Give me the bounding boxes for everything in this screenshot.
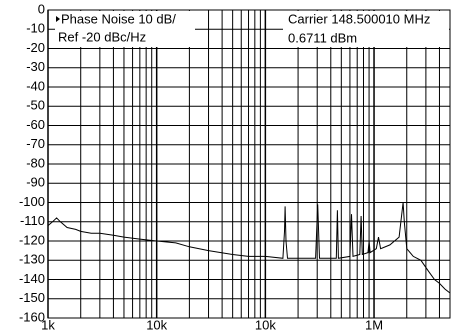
y-tick-label: -90 — [26, 175, 45, 190]
plot-frame — [47, 9, 451, 319]
x-tick-label: 1k — [41, 317, 55, 331]
y-tick-label: -100 — [19, 194, 45, 209]
y-tick-label: -60 — [26, 117, 45, 132]
y-tick-label: -110 — [20, 213, 45, 228]
y-tick-label: -140 — [19, 271, 45, 286]
y-tick-label: -160 — [19, 309, 45, 324]
y-tick-label: -80 — [26, 155, 45, 170]
y-tick-label: -20 — [26, 40, 45, 55]
y-tick-label: -150 — [19, 290, 45, 305]
annotation: Carrier 148.500010 MHz — [288, 11, 430, 26]
y-tick-label: -10 — [26, 21, 45, 36]
annotation: 0.6711 dBm — [288, 30, 357, 45]
y-tick-label: 0 — [38, 1, 45, 16]
y-tick-label: -40 — [26, 78, 45, 93]
plot — [47, 202, 451, 294]
y-tick-label: -30 — [26, 59, 45, 74]
y-tick-label: -70 — [26, 136, 45, 151]
annotation-box — [283, 11, 449, 47]
annotation: Phase Noise 10 dB/ — [61, 11, 176, 26]
y-tick-label: -130 — [19, 252, 45, 267]
marker-icon — [56, 16, 60, 22]
x-tick-label: 1M — [365, 317, 383, 331]
annotation: Ref -20 dBc/Hz — [58, 29, 146, 44]
annotation-box — [55, 11, 195, 47]
x-tick-label: 10k — [255, 317, 276, 331]
y-tick-label: -120 — [19, 232, 45, 247]
trace — [47, 202, 451, 294]
y-tick-label: -50 — [26, 98, 45, 113]
x-tick-label: 10k — [146, 317, 167, 331]
